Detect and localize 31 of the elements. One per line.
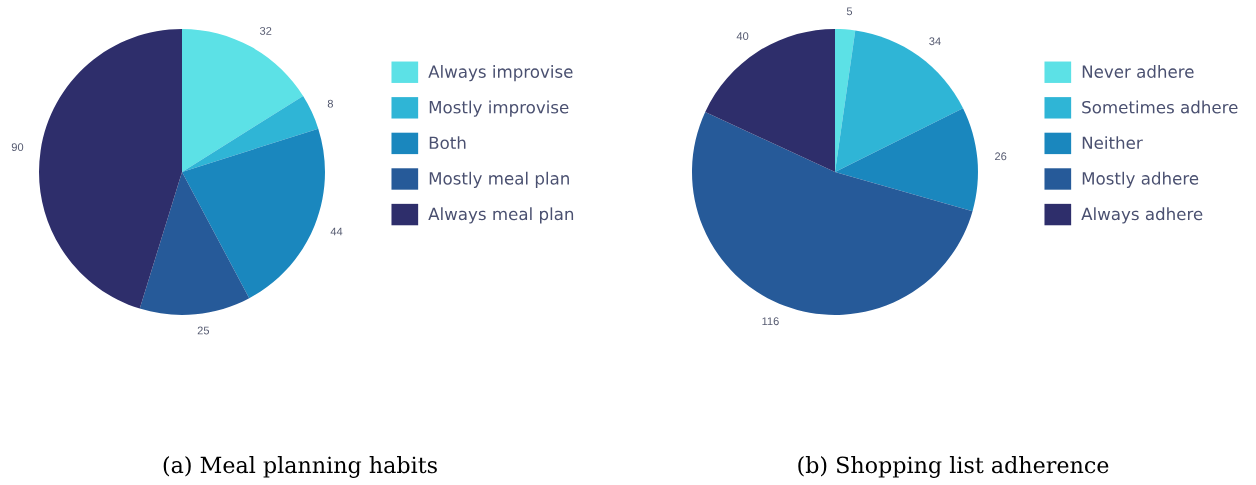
pie-slice [39, 29, 182, 309]
data-label: 26 [995, 152, 1007, 161]
legend-label: Mostly meal plan [429, 171, 569, 188]
pie-slice [835, 108, 978, 212]
pie-slice [182, 29, 304, 172]
text: (a) Meal planning habits [163, 456, 437, 478]
legend-label: Always improvise [428, 65, 573, 82]
data-label: 32 [259, 26, 272, 35]
data-label: 5 [846, 7, 853, 16]
pie-slice [139, 172, 250, 315]
data-label: 44 [330, 227, 343, 236]
legend-label: Sometimes adhere [1082, 100, 1238, 114]
text: (b) Shopping list adherence [798, 456, 1109, 478]
pie-slice [835, 30, 964, 172]
legend-label: Always meal plan [428, 207, 574, 224]
data-label: 90 [11, 143, 24, 152]
pie-slice [692, 111, 973, 315]
data-label: 40 [736, 32, 749, 41]
data-label: 34 [929, 37, 941, 46]
data-label: 25 [197, 326, 210, 335]
pie-slice [705, 29, 835, 172]
data-label: 8 [327, 99, 333, 108]
legend-label: Always adhere [1081, 207, 1203, 224]
legend-label: Neither [1082, 136, 1143, 150]
pie-slice [182, 128, 325, 299]
legend-label: Both [429, 136, 466, 150]
legend-label: Mostly adhere [1082, 171, 1199, 188]
legend-label: Mostly improvise [429, 100, 569, 117]
legend-label: Never adhere [1082, 65, 1194, 78]
pie-slice [182, 95, 319, 172]
data-label: 116 [762, 317, 779, 326]
